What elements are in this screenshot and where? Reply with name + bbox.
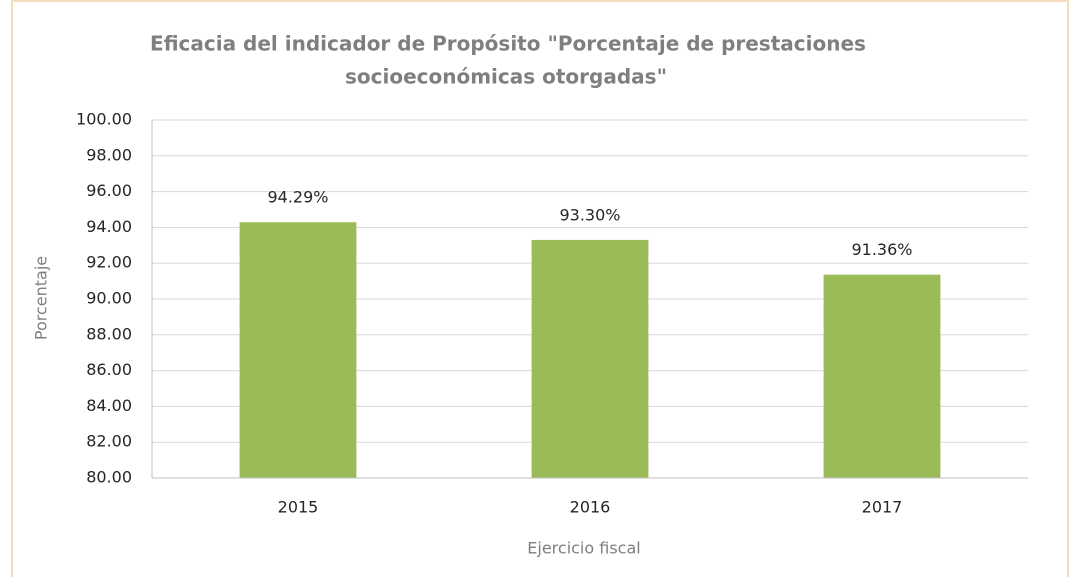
y-axis-label: Porcentaje — [32, 256, 51, 340]
y-tick-label: 84.00 — [86, 396, 132, 415]
y-tick-label: 86.00 — [86, 360, 132, 379]
y-tick-label: 100.00 — [76, 110, 132, 129]
y-tick-label: 90.00 — [86, 289, 132, 308]
bar — [823, 274, 941, 478]
bar — [531, 239, 649, 478]
data-label: 93.30% — [559, 205, 620, 224]
y-tick-label: 82.00 — [86, 432, 132, 451]
x-tick-label: 2017 — [862, 498, 903, 517]
x-tick-label: 2016 — [570, 498, 611, 517]
y-tick-label: 80.00 — [86, 468, 132, 487]
chart-title: Eficacia del indicador de Propósito "Por… — [150, 32, 866, 56]
data-label: 91.36% — [851, 240, 912, 259]
y-tick-label: 98.00 — [86, 145, 132, 164]
data-label: 94.29% — [267, 188, 328, 207]
bar — [239, 222, 357, 478]
y-tick-label: 88.00 — [86, 324, 132, 343]
chart-title: socioeconómicas otorgadas" — [345, 65, 667, 89]
y-tick-label: 94.00 — [86, 217, 132, 236]
y-tick-label: 96.00 — [86, 181, 132, 200]
x-axis-label: Ejercicio fiscal — [527, 539, 640, 558]
y-tick-label: 92.00 — [86, 253, 132, 272]
x-tick-label: 2015 — [278, 498, 319, 517]
